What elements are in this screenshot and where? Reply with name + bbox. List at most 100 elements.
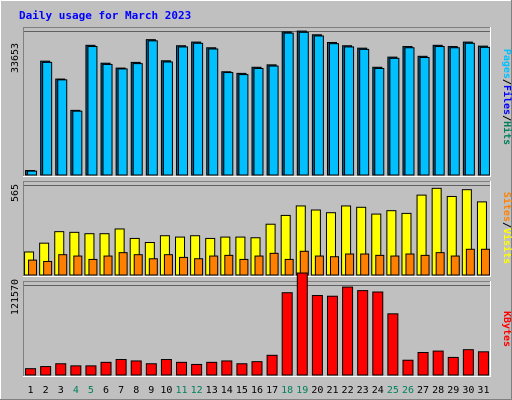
kbytes-bar (477, 351, 489, 376)
sites-bar (43, 260, 53, 276)
kbytes-bar (462, 349, 474, 376)
kbytes-legend: KBytes (501, 311, 512, 347)
day-label: 14 (221, 385, 233, 396)
kbytes-bar (55, 363, 67, 376)
kbytes-bar (266, 354, 278, 376)
kbytes-bar (25, 368, 37, 376)
kbytes-bar (191, 363, 203, 376)
sites-bar (254, 255, 264, 276)
legend-pages: Pages (501, 49, 512, 79)
sites-bar (375, 254, 385, 276)
day-label: 18 (281, 385, 293, 396)
kbytes-panel-ymax-label: 121570 (10, 279, 21, 315)
day-label: 20 (311, 385, 323, 396)
files-bar (102, 63, 113, 176)
day-label: 29 (447, 385, 459, 396)
sites-bar (299, 250, 309, 276)
files-bar (328, 43, 339, 176)
sites-bar (209, 255, 219, 276)
files-bar (178, 46, 189, 176)
kbytes-panel (23, 272, 491, 377)
sites-bar (314, 255, 324, 276)
kbytes-bar (296, 272, 308, 376)
kbytes-bar (206, 361, 218, 376)
pages-files-hits-legend: Pages/Files/Hits (501, 49, 512, 145)
day-label: 2 (43, 385, 49, 396)
files-bar (72, 110, 83, 176)
files-bar (117, 68, 128, 176)
kbytes-bar (160, 359, 172, 376)
kbytes-bar (326, 295, 338, 376)
kbytes-bar (357, 290, 369, 376)
sites-bar (133, 254, 143, 276)
kbytes-bar (281, 292, 293, 376)
kbytes-bar (70, 365, 82, 376)
kbytes-bar (176, 361, 188, 376)
sites-panel-ymax-label: 565 (10, 184, 21, 202)
kbytes-bar (432, 350, 444, 376)
day-label: 13 (206, 385, 218, 396)
kbytes-bar (145, 363, 157, 376)
legend-hits: Hits (501, 121, 512, 145)
day-label: 17 (266, 385, 278, 396)
sites-bar (163, 254, 173, 276)
day-label: 8 (133, 385, 139, 396)
kbytes-bar (100, 361, 112, 376)
sites-bar (269, 252, 279, 276)
day-label: 25 (387, 385, 399, 396)
day-label: 24 (372, 385, 384, 396)
day-label: 16 (251, 385, 263, 396)
files-bar (313, 35, 324, 176)
day-label: 11 (175, 385, 187, 396)
sites-bar (148, 258, 158, 276)
files-bar (374, 67, 385, 176)
files-bar (449, 47, 460, 176)
sites-bar (435, 252, 445, 276)
files-bar (208, 48, 219, 176)
files-bar (268, 65, 279, 176)
day-label: 9 (148, 385, 154, 396)
files-bar (223, 72, 234, 176)
sites-bar (224, 254, 234, 276)
sites-bar (239, 258, 249, 276)
sites-bar (284, 258, 294, 276)
files-bar (42, 61, 53, 176)
sites-visits-legend: Sites/Visits (501, 192, 512, 264)
sites-bar (194, 258, 204, 276)
files-bar (359, 48, 370, 176)
files-bar (147, 40, 158, 176)
sites-bar (329, 256, 339, 276)
day-label: 3 (58, 385, 64, 396)
files-bar (57, 79, 68, 176)
day-label: 28 (432, 385, 444, 396)
legend-sites: Sites (501, 192, 512, 222)
day-label: 22 (342, 385, 354, 396)
day-label: 12 (191, 385, 203, 396)
sites-bar (480, 248, 490, 276)
day-label: 27 (417, 385, 429, 396)
day-label: 4 (73, 385, 79, 396)
day-label: 5 (88, 385, 94, 396)
sites-bar (58, 254, 68, 276)
kbytes-bar (417, 351, 429, 376)
kbytes-bar (311, 295, 323, 376)
day-label: 6 (103, 385, 109, 396)
kbytes-bar (85, 365, 97, 376)
files-bar (253, 67, 264, 176)
files-bar (193, 42, 204, 176)
day-label: 15 (236, 385, 248, 396)
kbytes-bar (236, 363, 248, 376)
files-bar (404, 47, 415, 176)
kbytes-bar (402, 359, 414, 376)
files-bar (283, 32, 294, 176)
sites-bar (390, 255, 400, 276)
day-axis-labels: 1 2 3 4 5 6 7 8 9 10 11 12 13 14 15 16 17 18 19 20 21 22 23 24 2… (28, 385, 490, 396)
sites-bar (28, 259, 38, 276)
files-bar (344, 46, 355, 176)
day-label: 7 (118, 385, 124, 396)
day-label: 19 (296, 385, 308, 396)
day-label: 30 (462, 385, 474, 396)
day-label: 1 (28, 385, 34, 396)
legend-sep-3: / (501, 222, 512, 228)
